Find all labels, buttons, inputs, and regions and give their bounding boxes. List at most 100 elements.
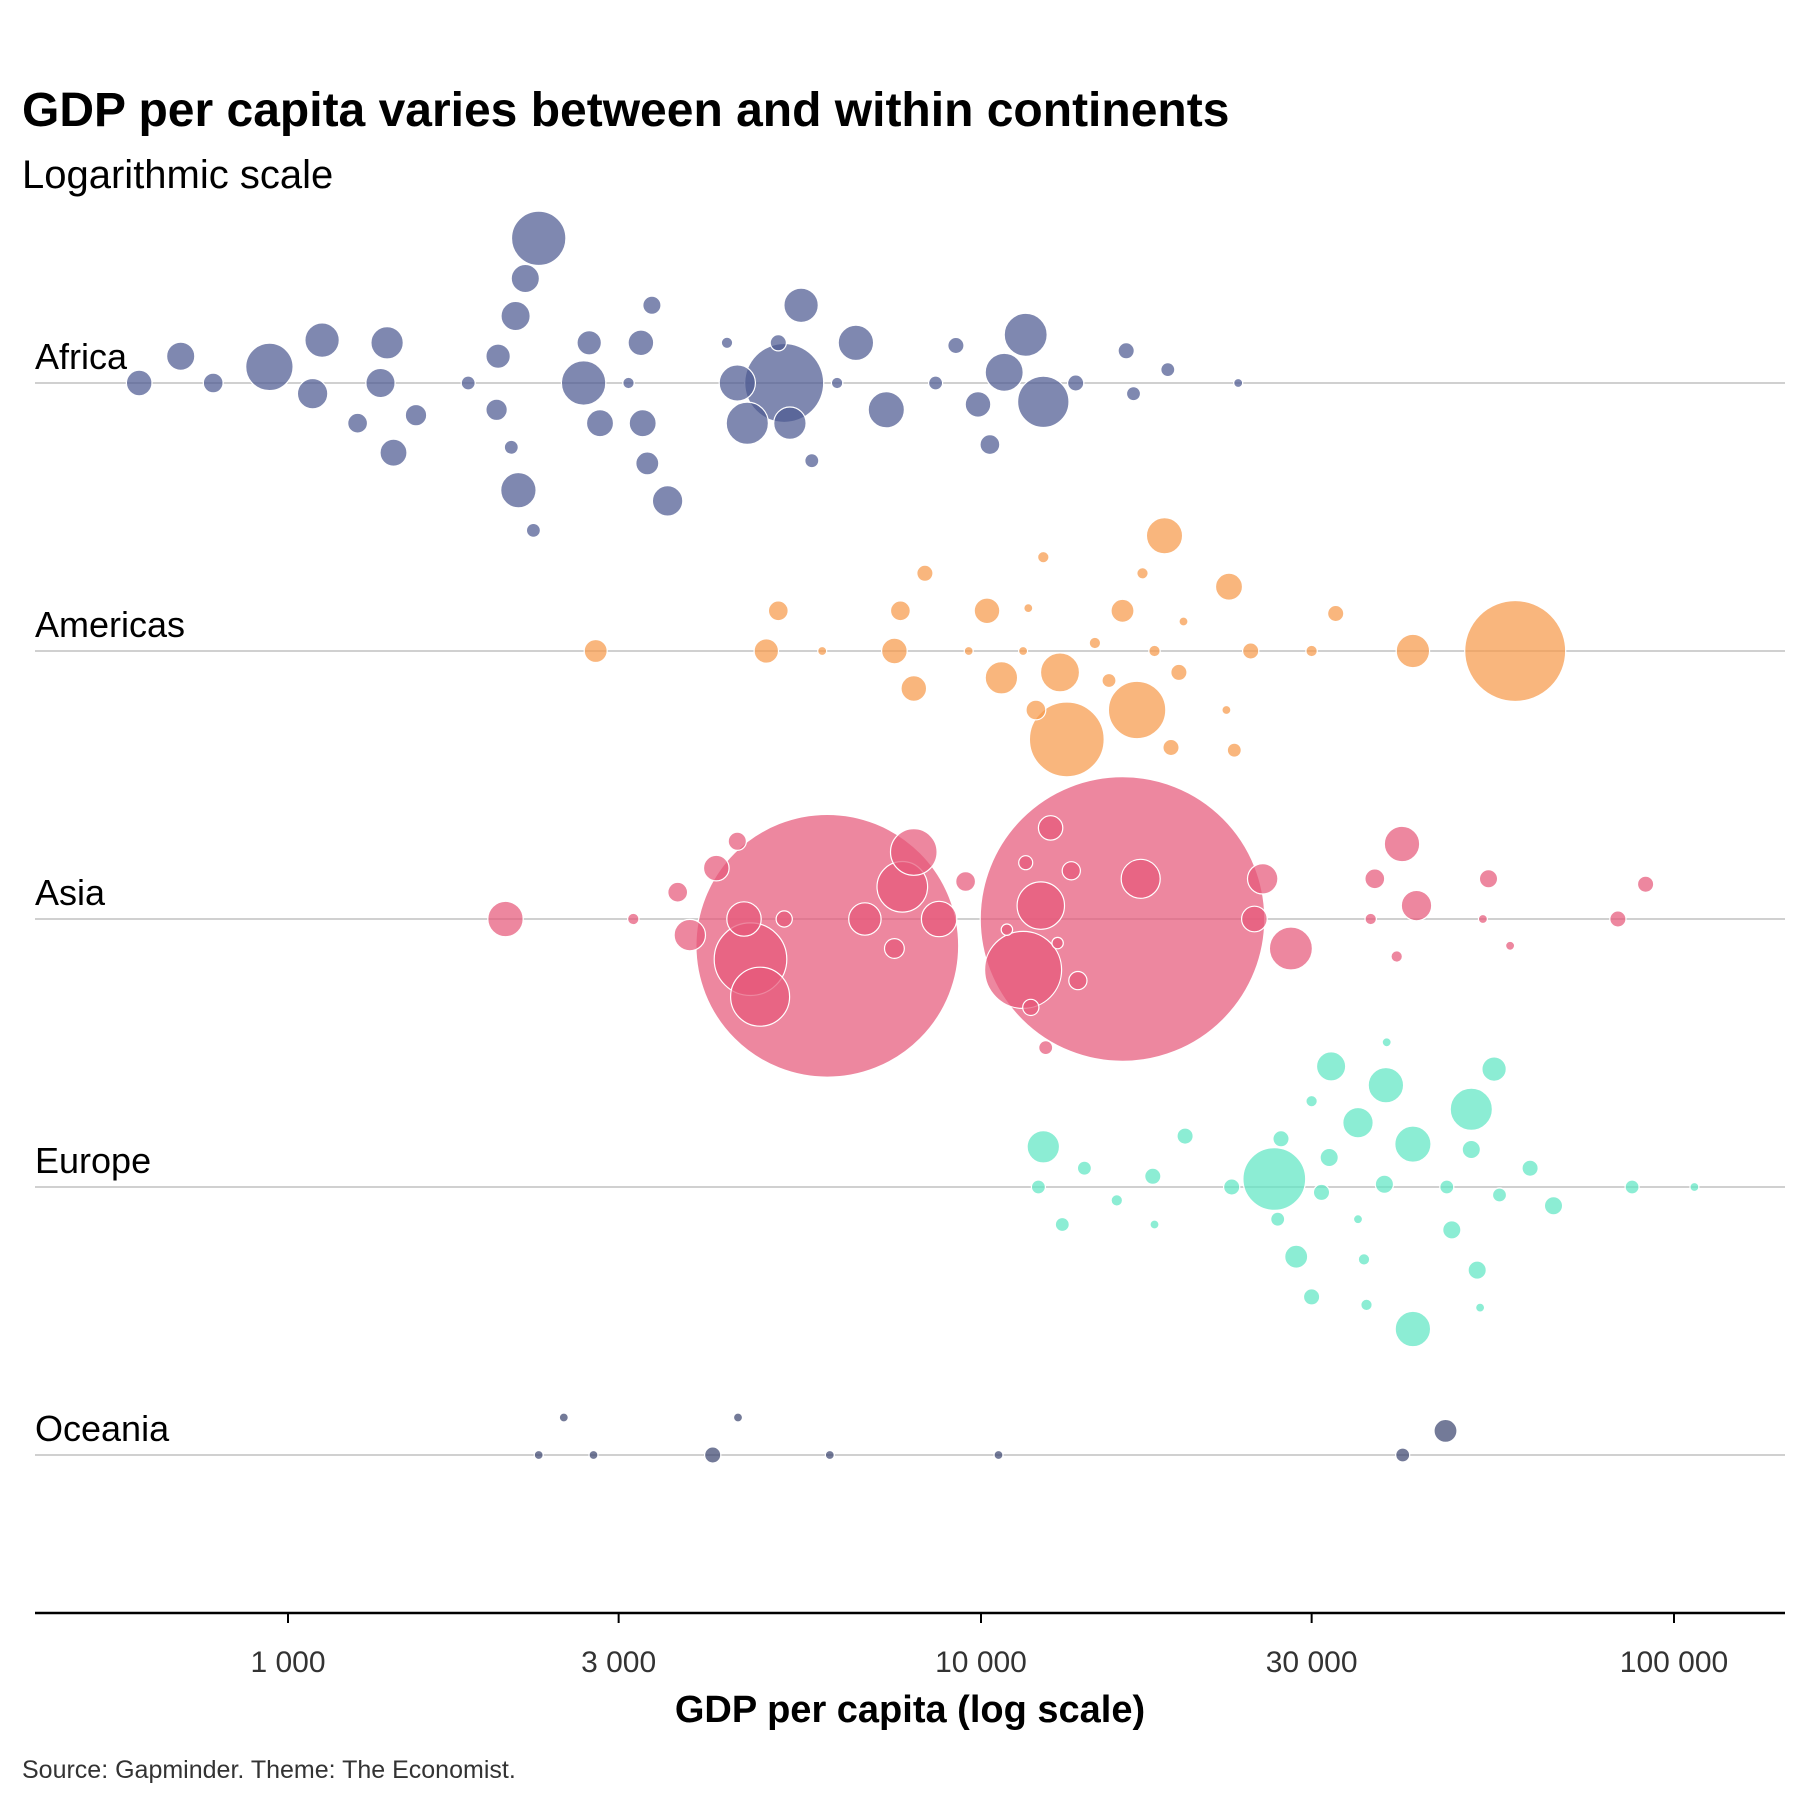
bubble-asia xyxy=(1477,913,1489,925)
bubble-africa xyxy=(500,300,531,332)
bubble-asia xyxy=(1018,855,1034,871)
bubble-africa xyxy=(947,336,965,355)
bubble-africa xyxy=(585,409,615,438)
bubble-oceania xyxy=(1433,1418,1458,1444)
bubble-americas xyxy=(889,600,911,622)
bubble-europe xyxy=(1394,1125,1432,1163)
bubble-africa xyxy=(485,398,508,422)
bubble-africa xyxy=(773,406,807,441)
bubble-americas xyxy=(1136,566,1149,580)
bubble-africa xyxy=(560,360,607,406)
bubble-asia xyxy=(1051,936,1064,950)
bubble-africa xyxy=(370,325,404,360)
bubble-americas xyxy=(1145,517,1184,555)
bubble-americas xyxy=(1107,680,1167,740)
bubble-americas xyxy=(881,637,908,665)
bubble-asia xyxy=(1016,881,1066,930)
bubble-europe xyxy=(1467,1260,1487,1280)
bubble-africa xyxy=(304,322,340,358)
chart-subtitle: Logarithmic scale xyxy=(22,153,333,197)
bubble-asia xyxy=(1240,905,1268,933)
bubble-africa xyxy=(510,263,540,294)
bubble-europe xyxy=(1030,1179,1047,1195)
x-tick-label: 3 000 xyxy=(581,1646,656,1679)
bubble-asia xyxy=(955,870,977,892)
bubble-asia xyxy=(1383,825,1421,863)
series-africa xyxy=(125,210,1244,539)
bubble-africa xyxy=(651,485,684,517)
bubble-africa xyxy=(627,329,655,357)
category-label-europe: Europe xyxy=(35,1140,151,1181)
bubble-asia xyxy=(727,831,748,852)
bubble-americas xyxy=(1221,704,1232,716)
bubble-americas xyxy=(1170,663,1188,682)
bubble-asia xyxy=(702,854,730,882)
bubble-americas xyxy=(817,645,828,657)
bubble-asia xyxy=(726,901,762,937)
bubble-americas xyxy=(1110,598,1135,623)
x-axis-ticks: 1 000 3 000 10 000 30 000 100 000 xyxy=(250,1613,1728,1679)
bubble-asia xyxy=(1000,923,1014,936)
bubble-europe xyxy=(1449,1087,1494,1132)
bubble-asia xyxy=(1364,868,1386,890)
bubble-asia xyxy=(1022,998,1040,1017)
bubble-europe xyxy=(1076,1160,1093,1176)
bubble-americas xyxy=(1226,742,1242,758)
bubble-africa xyxy=(510,210,567,267)
bubble-americas xyxy=(1395,633,1431,669)
bubble-europe xyxy=(1315,1051,1347,1082)
bubble-asia xyxy=(1364,912,1377,926)
bubble-africa xyxy=(404,403,428,427)
bubble-americas xyxy=(916,564,934,583)
bubble-americas xyxy=(753,638,780,664)
bubble-africa xyxy=(837,324,875,362)
bubble-oceania xyxy=(1395,1447,1411,1463)
bubble-asia xyxy=(889,828,938,876)
series-oceania xyxy=(533,1412,1458,1464)
bubble-americas xyxy=(984,660,1019,695)
bubble-africa xyxy=(460,375,476,391)
bubble-europe xyxy=(1026,1130,1061,1164)
bubble-oceania xyxy=(704,1446,722,1464)
bubble-americas xyxy=(1162,738,1180,757)
bubble-africa xyxy=(1117,342,1135,360)
bubble-americas xyxy=(1037,550,1050,564)
bubble-europe xyxy=(1381,1037,1392,1048)
bubble-europe xyxy=(1543,1196,1564,1216)
bubble-asia xyxy=(487,900,524,938)
bubble-asia xyxy=(1504,940,1516,951)
bubble-europe xyxy=(1270,1211,1286,1227)
bubble-europe xyxy=(1689,1181,1700,1193)
bubble-africa xyxy=(720,336,734,350)
bubble-americas xyxy=(1241,642,1260,660)
bubble-africa xyxy=(635,451,660,476)
bubble-europe xyxy=(1302,1288,1321,1306)
bubble-americas xyxy=(1464,599,1567,703)
bubble-africa xyxy=(769,334,788,352)
bubble-europe xyxy=(1394,1310,1432,1348)
bubble-asia xyxy=(1068,970,1088,991)
bubble-africa xyxy=(622,376,635,390)
bubble-africa xyxy=(125,369,153,397)
category-label-americas: Americas xyxy=(35,604,185,645)
category-label-africa: Africa xyxy=(35,336,128,377)
x-tick-label: 1 000 xyxy=(250,1646,325,1679)
bubble-asia xyxy=(729,966,791,1027)
bubble-asia xyxy=(920,900,958,938)
bubble-africa xyxy=(1160,362,1176,378)
bubble-oceania xyxy=(824,1449,835,1461)
bubble-asia xyxy=(1120,858,1161,899)
bubble-europe xyxy=(1474,1302,1486,1313)
bubble-africa xyxy=(783,287,819,324)
bubble-africa xyxy=(927,375,944,391)
series-americas xyxy=(583,517,1567,778)
bubble-europe xyxy=(1439,1179,1455,1195)
bubble-africa xyxy=(1066,374,1085,392)
bubble-europe xyxy=(1360,1298,1373,1312)
x-tick-label: 100 000 xyxy=(1620,1646,1728,1679)
bubble-africa xyxy=(503,439,519,455)
bubble-americas xyxy=(767,600,789,622)
bubble-asia xyxy=(1038,1039,1054,1056)
bubble-americas xyxy=(963,645,974,657)
